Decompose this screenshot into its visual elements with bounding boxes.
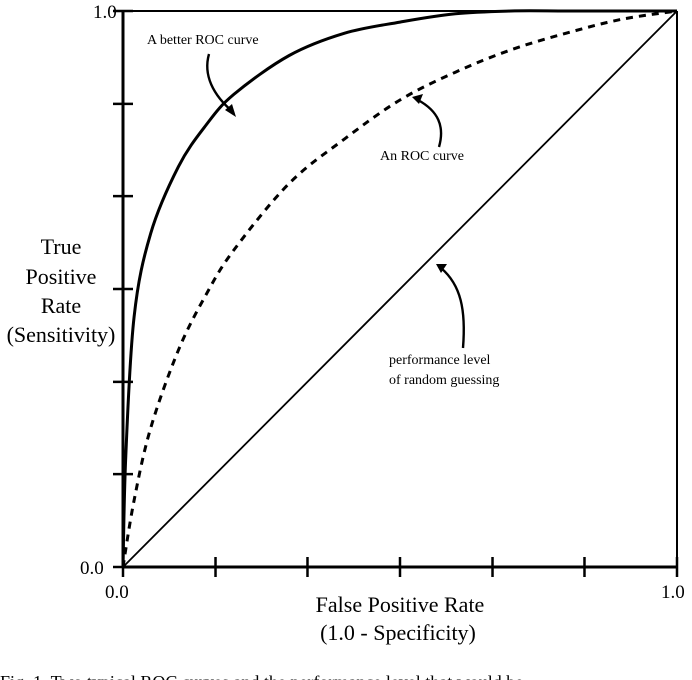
arrowhead-roc (412, 94, 423, 104)
x-axis-title-line-1: False Positive Rate (316, 592, 485, 617)
annotation-better-roc: A better ROC curve (147, 33, 259, 48)
series-group (121, 9, 678, 568)
arrow-better-roc (206, 53, 234, 113)
figure-caption: Fig. 1. Two typical ROC curves and the p… (0, 672, 523, 680)
y-axis-title-line-3: Rate (41, 293, 81, 318)
series-better-line (121, 9, 677, 568)
annotation-random-line-2: of random guessing (389, 373, 499, 388)
x-axis-title-line-2: (1.0 - Specificity) (320, 620, 476, 645)
series-random-line (122, 10, 678, 568)
y-axis-title-line-4: (Sensitivity) (7, 322, 116, 347)
annotation-roc: An ROC curve (380, 149, 464, 164)
series-roc-line (121, 9, 678, 568)
arrow-random (440, 267, 465, 349)
x-tick-label-left: 0.0 (105, 582, 129, 603)
y-axis-title-line-1: True (41, 234, 82, 259)
arrow-roc (417, 98, 443, 148)
x-tick-label-right: 1.0 (661, 582, 685, 603)
annotation-random-line-1: performance level (389, 353, 491, 368)
y-axis-title-line-2: Positive (26, 264, 97, 289)
arrowhead-random (436, 264, 447, 273)
y-tick-label-top: 1.0 (93, 2, 117, 23)
y-tick-label-bottom: 0.0 (80, 558, 104, 579)
arrowhead-better-roc (225, 104, 236, 117)
